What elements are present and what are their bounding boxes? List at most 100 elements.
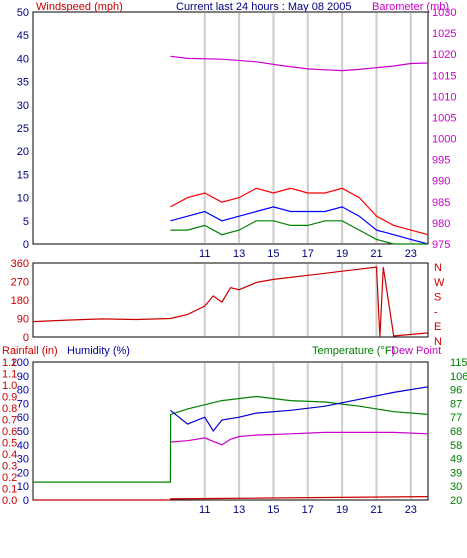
rainfall-tick-label: 0.2 xyxy=(2,472,17,484)
y-tick-label: 25 xyxy=(17,123,29,135)
y-tick-label: 45 xyxy=(17,30,29,42)
humidity-series xyxy=(170,386,429,433)
x-tick-label: 19 xyxy=(336,504,348,516)
humidity-tick-label: 90 xyxy=(17,371,29,383)
x-tick-label: 23 xyxy=(405,248,417,260)
rainfall-tick-label: 1.0 xyxy=(2,380,17,392)
temperature-tick-label: 96 xyxy=(450,385,462,397)
rainfall-tick-label: 0.3 xyxy=(2,461,17,473)
y-tick-label: 990 xyxy=(432,176,450,188)
barometer-label: Barometer (mb) xyxy=(372,1,449,13)
humidity-tick-label: 100 xyxy=(11,357,29,369)
y-tick-label: 20 xyxy=(17,146,29,158)
y-tick-label: 980 xyxy=(432,218,450,230)
wind-direction-series xyxy=(32,266,429,338)
x-tick-label: 21 xyxy=(370,248,382,260)
humidity-tick-label: 0 xyxy=(23,495,29,507)
chart-title: Current last 24 hours : May 08 2005 xyxy=(176,1,351,13)
humidity-tick-label: 30 xyxy=(17,454,29,466)
y-tick-label: 5 xyxy=(23,216,29,228)
rainfall-tick-label: 0.5 xyxy=(2,438,17,450)
y-tick-label: 1020 xyxy=(432,49,456,61)
humidity-tick-label: 20 xyxy=(17,467,29,479)
x-tick-label: 11 xyxy=(199,248,210,260)
x-tick-label: 17 xyxy=(302,504,314,516)
windspeed-series-2 xyxy=(170,206,429,245)
humidity-tick-label: 40 xyxy=(17,440,29,452)
rainfall-tick-label: 0.7 xyxy=(2,415,17,427)
y-tick-label: 10 xyxy=(17,193,29,205)
temperature-tick-label: 77 xyxy=(450,412,462,424)
compass-label: N xyxy=(434,262,442,274)
temperature-label: Temperature (°F) xyxy=(312,345,395,357)
windspeed-label: Windspeed (mph) xyxy=(36,1,123,13)
y-tick-label: 1010 xyxy=(432,91,456,103)
dewpoint-series xyxy=(170,431,429,446)
rainfall-tick-label: 0.4 xyxy=(2,449,17,461)
humidity-tick-label: 70 xyxy=(17,398,29,410)
humidity-tick-label: 80 xyxy=(17,385,29,397)
x-tick-label: 19 xyxy=(336,248,348,260)
barometer-series xyxy=(170,55,429,72)
rainfall-tick-label: 0.0 xyxy=(2,495,17,507)
temperature-series xyxy=(33,395,429,483)
y-tick-label: 50 xyxy=(17,7,29,19)
y-tick-label: 975 xyxy=(432,239,450,251)
dewpoint-label: Dew Point xyxy=(391,345,441,357)
temperature-tick-label: 68 xyxy=(450,426,462,438)
rain-humidity-temp-frame xyxy=(32,361,429,501)
rainfall-series xyxy=(33,496,429,501)
humidity-tick-label: 10 xyxy=(17,481,29,493)
y-tick-label: 1005 xyxy=(432,112,456,124)
x-tick-label: 21 xyxy=(370,504,382,516)
y-tick-label: 1025 xyxy=(432,28,456,40)
temperature-tick-label: 39 xyxy=(450,467,462,479)
temperature-tick-label: 58 xyxy=(450,440,462,452)
humidity-label: Humidity (%) xyxy=(67,345,130,357)
y-tick-label: 985 xyxy=(432,197,450,209)
temperature-tick-label: 106 xyxy=(450,371,467,383)
y-tick-label: 40 xyxy=(17,53,29,65)
humidity-tick-label: 60 xyxy=(17,412,29,424)
windspeed-series-3 xyxy=(170,220,428,245)
compass-label: - xyxy=(434,306,438,318)
y-tick-label: 995 xyxy=(432,155,450,167)
rainfall-label: Rainfall (in) xyxy=(2,345,58,357)
rainfall-tick-label: 0.9 xyxy=(2,392,17,404)
temperature-tick-label: 49 xyxy=(450,454,462,466)
x-tick-label: 13 xyxy=(233,504,245,516)
x-tick-label: 15 xyxy=(267,248,279,260)
temperature-tick-label: 30 xyxy=(450,481,462,493)
rainfall-tick-label: 0.6 xyxy=(2,426,17,438)
x-tick-label: 23 xyxy=(405,504,417,516)
rainfall-tick-label: 1.1 xyxy=(2,369,17,381)
temperature-tick-label: 115 xyxy=(450,357,467,369)
y-tick-label: 35 xyxy=(17,77,29,89)
y-tick-label: 270 xyxy=(11,277,29,289)
compass-label: E xyxy=(434,321,441,333)
compass-label: N xyxy=(434,336,442,348)
rainfall-tick-label: 0.1 xyxy=(2,484,17,496)
x-tick-label: 11 xyxy=(199,504,210,516)
y-tick-label: 0 xyxy=(23,332,29,344)
humidity-tick-label: 50 xyxy=(17,426,29,438)
x-tick-label: 17 xyxy=(302,248,314,260)
rainfall-tick-label: 0.8 xyxy=(2,403,17,415)
compass-label: S xyxy=(434,292,441,304)
y-tick-label: 1000 xyxy=(432,134,456,146)
compass-label: W xyxy=(434,277,445,289)
windspeed-series-1 xyxy=(170,187,429,236)
y-tick-label: 1015 xyxy=(432,70,456,82)
wind-baro-frame xyxy=(32,11,429,245)
wind-direction-frame xyxy=(32,262,429,338)
y-tick-label: 15 xyxy=(17,169,29,181)
y-tick-label: 1030 xyxy=(432,7,456,19)
y-tick-label: 30 xyxy=(17,100,29,112)
x-tick-label: 13 xyxy=(233,248,245,260)
x-tick-label: 15 xyxy=(267,504,279,516)
y-tick-label: 0 xyxy=(23,239,29,251)
rainfall-tick-label: 1.2 xyxy=(2,357,17,369)
y-tick-label: 180 xyxy=(11,295,29,307)
